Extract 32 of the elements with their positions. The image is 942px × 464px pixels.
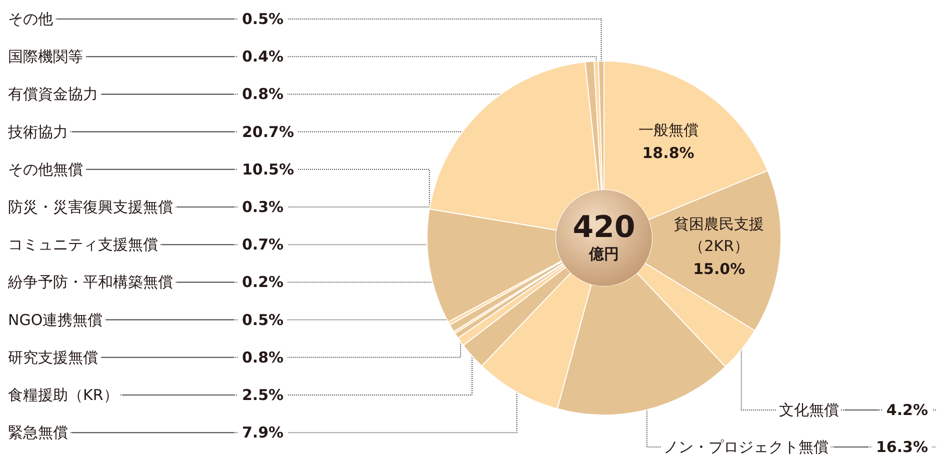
slice-label: 文化無償 <box>778 401 839 419</box>
data-label: 2.5% <box>242 386 284 404</box>
data-label: 18.8% <box>642 144 694 162</box>
data-label: 20.7% <box>242 122 294 141</box>
data-label: 0.2% <box>242 273 284 292</box>
data-label: 15.0% <box>693 260 746 278</box>
data-label: 10.5% <box>242 160 294 178</box>
slice-label: NGO連携無償 <box>8 310 103 329</box>
data-label: 0.8% <box>242 85 284 104</box>
slice-label: 一般無償 <box>638 121 698 140</box>
slice-label: 研究支援無償 <box>8 348 98 366</box>
data-label: 4.2% <box>886 401 928 419</box>
slice-label: コミュニティ支援無償 <box>8 236 158 254</box>
data-label: 0.5% <box>242 10 284 28</box>
data-label: 0.3% <box>242 198 284 216</box>
slice-label: 国際機関等 <box>8 48 83 66</box>
data-label: 0.7% <box>242 236 284 254</box>
slice-label: 貧困農民支援（2KR） <box>674 215 764 256</box>
slice-label: その他 <box>8 10 53 28</box>
data-label: 16.3% <box>876 438 928 456</box>
slice-label: 紛争予防・平和構築無償 <box>7 273 173 292</box>
data-label: 0.4% <box>242 48 284 66</box>
slice-label: その他無償 <box>8 160 83 178</box>
slice-label: 緊急無償 <box>8 424 68 442</box>
slice-label: 防災・災害復興支援無償 <box>8 198 173 216</box>
slice-label: 技術協力 <box>7 122 68 141</box>
slice-label: 食糧援助（KR） <box>8 386 118 404</box>
slice-label: ノン・プロジェクト無償 <box>663 438 828 456</box>
slice-label: 有償資金協力 <box>8 85 98 104</box>
data-label: 7.9% <box>242 424 284 442</box>
data-label: 0.5% <box>242 310 284 329</box>
data-label: 0.8% <box>242 348 284 366</box>
